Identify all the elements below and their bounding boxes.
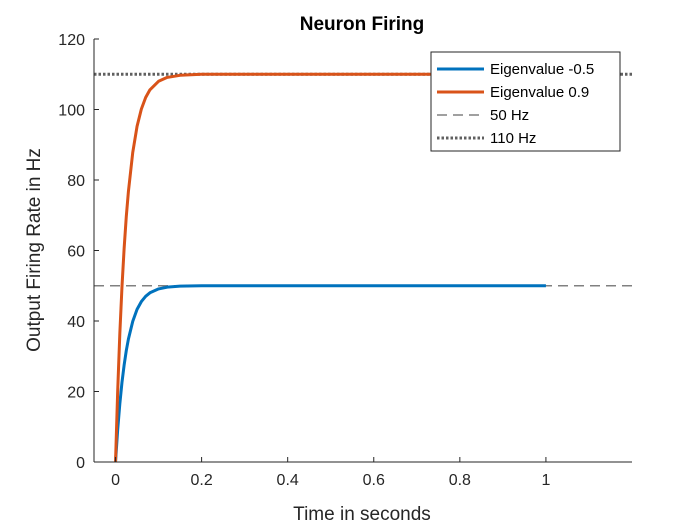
y-tick-label: 20	[67, 385, 85, 402]
x-tick-label: 0.2	[190, 472, 212, 489]
x-tick-label: 0	[111, 472, 120, 489]
legend: Eigenvalue -0.5 Eigenvalue 0.9 50 Hz 110 Hz	[430, 51, 621, 152]
y-tick-label: 60	[67, 244, 85, 261]
x-axis-label: Time in seconds	[293, 504, 431, 525]
y-axis-label: Output Firing Rate in Hz	[24, 148, 45, 352]
y-tick-label: 40	[67, 314, 85, 331]
plot-lines	[94, 72, 632, 463]
legend-label: Eigenvalue -0.5	[490, 61, 594, 78]
chart-title: Neuron Firing	[300, 14, 425, 35]
x-tick-label: 0.6	[363, 472, 385, 489]
x-tick-label: 0.8	[449, 472, 471, 489]
x-ticks: 0 0.2 0.4 0.6 0.8 1	[111, 457, 550, 489]
legend-label: 110 Hz	[490, 130, 536, 147]
y-tick-label: 0	[76, 455, 85, 472]
y-ticks: 0 20 40 60 80 100 120	[58, 32, 99, 472]
x-tick-label: 0.4	[277, 472, 299, 489]
y-tick-label: 80	[67, 173, 85, 190]
series-line-0	[114, 284, 546, 463]
y-tick-label: 120	[58, 32, 85, 49]
x-tick-label: 1	[541, 472, 550, 489]
legend-label: Eigenvalue 0.9	[490, 84, 589, 101]
series-line-1	[114, 72, 546, 463]
legend-label: 50 Hz	[490, 107, 529, 124]
y-tick-label: 100	[58, 103, 85, 120]
